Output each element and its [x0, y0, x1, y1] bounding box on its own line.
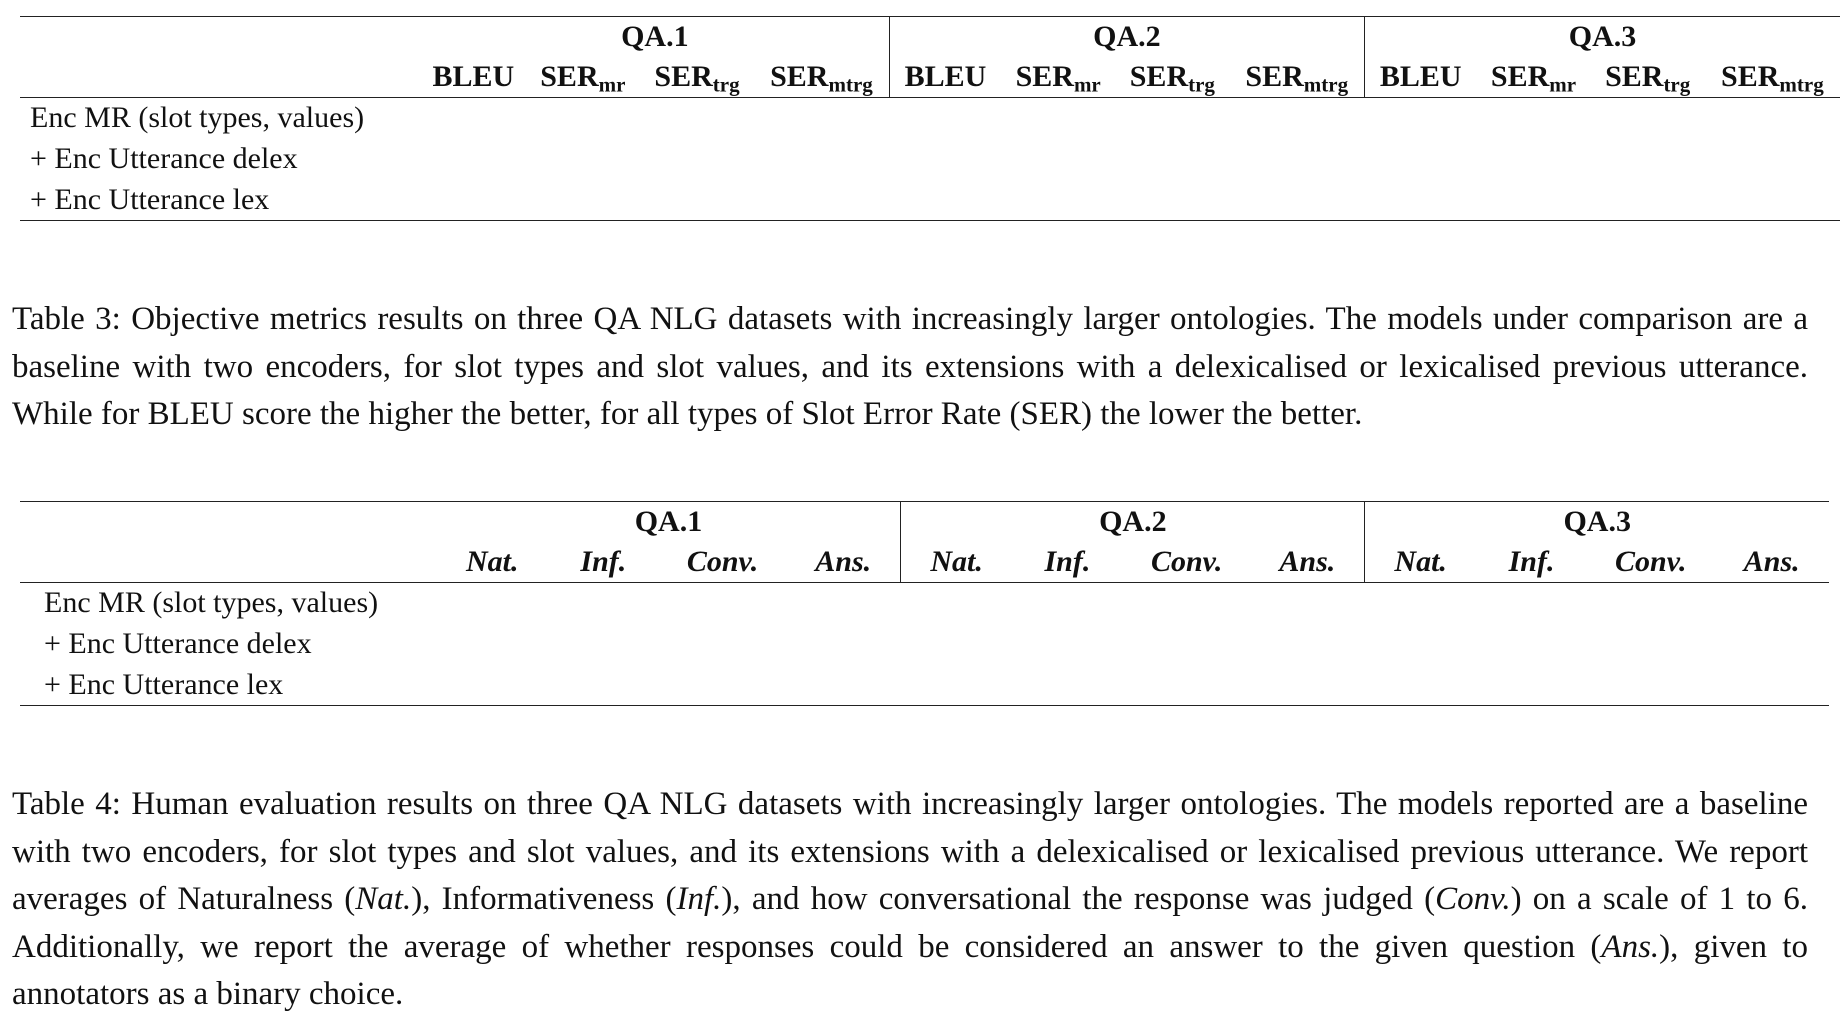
t4-metric-header: Inf. — [547, 541, 659, 583]
t3-metric-header: BLEU — [1364, 56, 1477, 98]
metric-name: SER — [770, 59, 829, 93]
table4-header-blank — [20, 541, 437, 583]
caption-abbrev-ans: Ans. — [1601, 928, 1660, 965]
metric-subscript: trg — [712, 72, 740, 96]
table4-row-label: Enc MR (slot types, values) — [44, 586, 379, 620]
table3-row-label: + Enc Utterance delex — [30, 142, 298, 175]
table-4: QA.1 QA.2 QA.3 Nat. Inf. Conv. Ans. Nat. Inf.… — [20, 501, 1829, 706]
t4-metric-header: Ans. — [1250, 541, 1365, 583]
table4-caption: Table 4: Human evaluation results on thr… — [12, 781, 1808, 1019]
table3-row-1: Enc MR (slot types, values) — [20, 98, 1840, 139]
t4-metric-header: Conv. — [658, 541, 787, 583]
t3-metric-header: BLEU — [420, 56, 526, 98]
table3-header-blank — [20, 56, 421, 98]
metric-subscript: trg — [1188, 72, 1215, 96]
t3-metric-header: SERmr — [525, 56, 640, 98]
metric-subscript: mtrg — [1303, 72, 1349, 96]
caption-abbrev-conv: Conv. — [1435, 881, 1511, 917]
t3-metric-header: SERtrg — [1590, 56, 1705, 98]
table3-group-qa3: QA.3 — [1364, 16, 1840, 57]
t3-metric-header: BLEU — [888, 56, 1002, 98]
t3-metric-header: SERmtrg — [1704, 56, 1840, 98]
metric-subscript: mr — [1073, 72, 1101, 96]
t3-metric-header: SERtrg — [639, 56, 755, 98]
metric-name: SER — [1245, 59, 1304, 93]
t4-metric-header: Ans. — [786, 541, 901, 583]
table3-row-label: + Enc Utterance lex — [30, 182, 270, 216]
metric-name: BLEU — [432, 59, 515, 93]
metric-name: SER — [1490, 59, 1550, 93]
table3-group-qa2: QA.2 — [888, 16, 1365, 57]
caption-abbrev-nat: Nat. — [355, 881, 412, 917]
table4-metric-header-row: Nat. Inf. Conv. Ans. Nat. Inf. Conv. Ans. Nat. In… — [20, 541, 1829, 583]
t3-metric-header: SERmtrg — [754, 56, 890, 98]
t3-metric-header: SERmr — [1476, 56, 1591, 98]
table4-row-1: Enc MR (slot types, values) — [20, 583, 1829, 624]
table3-caption: Table 3: Objective metrics results on th… — [12, 301, 1808, 432]
table3-row-label: Enc MR (slot types, values) — [30, 101, 365, 135]
t4-metric-header: Nat. — [1364, 541, 1476, 583]
table3-group-qa1: QA.1 — [621, 19, 689, 53]
table4-group-qa2: QA.2 — [900, 501, 1365, 542]
table3-metric-header-row: BLEU SERmr SERtrg SERmtrg BLEU SERmr SERtrg SER… — [20, 56, 1840, 98]
table3-corner-cell — [20, 17, 421, 57]
table4-row-label: + Enc Utterance delex — [44, 627, 312, 660]
caption-abbrev-inf: Inf. — [676, 881, 722, 917]
t4-metric-header: Inf. — [1011, 541, 1123, 583]
metric-name: SER — [1015, 59, 1074, 93]
metric-name: SER — [1129, 59, 1189, 93]
table4-corner-cell — [20, 502, 437, 542]
metric-name: SER — [654, 59, 713, 93]
table3-row-2: + Enc Utterance delex — [20, 139, 1840, 180]
metric-name: BLEU — [904, 59, 987, 93]
t3-metric-header: SERmtrg — [1229, 56, 1365, 98]
caption-text: ) on a scale of 1 to 6. Additionally, we… — [12, 881, 1809, 965]
table4-row-3: + Enc Utterance lex — [20, 665, 1829, 706]
metric-subscript: mr — [1549, 72, 1577, 96]
caption-text: ), and how conversational the response w… — [721, 881, 1436, 917]
metric-subscript: trg — [1663, 72, 1691, 96]
metric-subscript: mtrg — [1779, 72, 1824, 96]
metric-name: BLEU — [1379, 59, 1462, 93]
t4-metric-header: Inf. — [1475, 541, 1588, 583]
table4-group-qa1: QA.1 — [634, 504, 703, 538]
metric-name: SER — [1721, 59, 1780, 93]
metric-name: SER — [1605, 59, 1664, 93]
t4-metric-header: Conv. — [1122, 541, 1251, 583]
table4-row-label: + Enc Utterance lex — [44, 667, 284, 701]
table3-row-3: + Enc Utterance lex — [20, 180, 1840, 221]
table4-row-2: + Enc Utterance delex — [20, 624, 1829, 665]
metric-name: SER — [540, 59, 599, 93]
caption-text: ), Informativeness ( — [411, 881, 677, 917]
metric-subscript: mr — [598, 72, 626, 96]
t3-metric-header: SERmr — [1001, 56, 1116, 98]
t4-metric-header: Ans. — [1714, 541, 1829, 583]
t3-metric-header: SERtrg — [1115, 56, 1230, 98]
t4-metric-header: Nat. — [436, 541, 548, 583]
t4-metric-header: Nat. — [900, 541, 1012, 583]
caption-text: Table 4: Human evaluation results on thr… — [12, 786, 1808, 917]
table4-group-header-row: QA.1 QA.2 QA.3 — [20, 501, 1829, 542]
t4-metric-header: Conv. — [1587, 541, 1715, 583]
metric-subscript: mtrg — [828, 72, 873, 96]
table-3: QA.1 QA.2 QA.3 BLEU SERmr SERtrg SERmtrg BLE… — [20, 16, 1840, 221]
table4-group-qa3: QA.3 — [1364, 501, 1829, 542]
table3-group-header-row: QA.1 QA.2 QA.3 — [20, 16, 1840, 57]
